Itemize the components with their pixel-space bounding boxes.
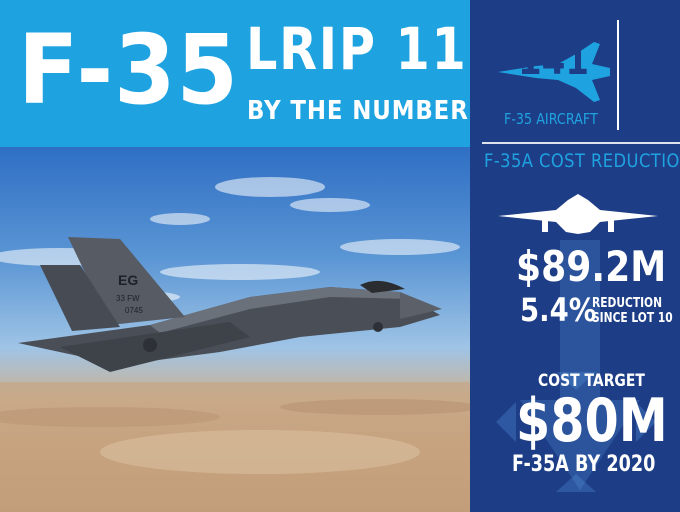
- reduction-note: REDUCTION SINCE LOT 10: [592, 296, 673, 326]
- reduction-percent: 5.4%: [520, 291, 597, 329]
- cost-target-label: COST TARGET: [538, 371, 645, 391]
- cost-target-note: F-35A BY 2020: [512, 452, 656, 477]
- tail-serial: 0745: [125, 306, 143, 315]
- unit-cost-value: $89.2M: [516, 242, 667, 291]
- reduction-note-line2: SINCE LOT 10: [592, 311, 673, 326]
- horizontal-divider: [482, 142, 680, 144]
- aircraft-label: F-35 AIRCRAFT: [504, 110, 598, 128]
- lot-title: LRIP 11: [246, 15, 468, 83]
- tail-unit: 33 FW: [116, 294, 140, 303]
- reduction-note-line1: REDUCTION: [592, 296, 663, 311]
- aircraft-count: 141: [518, 38, 589, 84]
- f35-photo-illustration: EG 33 FW 0745: [0, 177, 470, 512]
- page-title: F-35: [18, 14, 239, 126]
- target-crosshair-icon: [496, 372, 656, 492]
- stats-panel: 141 F-35 AIRCRAFT F-35A COST REDUCTION $…: [470, 0, 680, 512]
- header-banner: F-35 LRIP 11 BY THE NUMBERS: [0, 0, 485, 147]
- jet-front-icon: [498, 194, 658, 234]
- cost-reduction-label: F-35A COST REDUCTION: [484, 150, 680, 172]
- tail-code: EG: [118, 272, 138, 288]
- desert-terrain: [0, 382, 470, 512]
- f35-aircraft: [18, 237, 442, 372]
- tagline: BY THE NUMBERS: [247, 96, 487, 126]
- f35-photo: EG 33 FW 0745: [0, 147, 470, 512]
- cost-target-value: $80M: [516, 386, 668, 456]
- jet-silhouette-icon: [498, 42, 610, 102]
- downward-arrow-icon: [520, 240, 640, 490]
- vertical-divider: [617, 20, 619, 130]
